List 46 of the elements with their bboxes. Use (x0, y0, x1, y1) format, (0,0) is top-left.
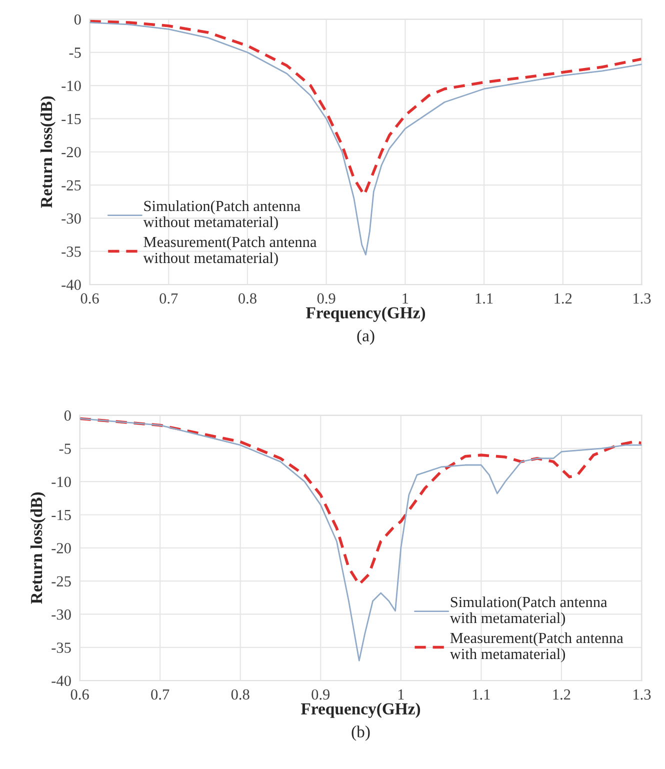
y-tick-label: -40 (52, 676, 71, 686)
y-tick-label: -15 (62, 114, 81, 124)
x-tick-label: 0.9 (312, 689, 330, 700)
x-tick-label: 1.3 (634, 689, 651, 700)
x-tick-label: 1 (402, 293, 408, 304)
y-axis-title: Return loss(dB) (30, 492, 46, 604)
y-tick-label: -30 (52, 609, 71, 620)
line-series (80, 418, 642, 662)
y-tick-label: -25 (62, 180, 81, 190)
text: (b) (352, 726, 370, 741)
line-series (80, 417, 642, 586)
x-tick-label: 0.9 (317, 293, 336, 304)
y-tick-label: -10 (52, 476, 71, 488)
x-tick-label: 0.6 (80, 293, 99, 304)
y-tick-label: -20 (62, 147, 81, 158)
x-tick-label: 0.6 (70, 689, 89, 700)
y-tick-label: -40 (62, 280, 81, 290)
legend-label: Measurement(Patch antenna with metamaterial) (450, 632, 624, 662)
legend-label: Measurement(Patch antenna without metamaterial) (143, 236, 317, 266)
y-tick-label: -25 (52, 576, 71, 587)
legend-label: Simulation(Patch antenna with metamaterial) (450, 596, 608, 626)
x-tick-label: 1.1 (476, 293, 493, 304)
y-tick-label: -35 (52, 642, 71, 653)
y-tick-label: -5 (69, 48, 81, 58)
x-axis-title: Frequency(GHz) (306, 306, 426, 322)
x-axis-title: Frequency(GHz) (301, 702, 420, 718)
y-tick-label: -30 (62, 213, 81, 224)
x-tick-label: 0.8 (231, 689, 250, 700)
legend-label: Simulation(Patch antenna without metamaterial) (143, 200, 300, 230)
y-tick-label: -15 (52, 510, 71, 520)
x-tick-label: 1.2 (553, 689, 570, 700)
x-tick-label: 1.2 (554, 293, 572, 304)
x-tick-label: 1 (398, 689, 404, 700)
x-tick-label: 1.3 (634, 293, 651, 304)
x-tick-label: 0.7 (151, 689, 170, 700)
y-tick-label: -10 (62, 80, 81, 91)
text: (a) (357, 330, 374, 345)
y-tick-label: 0 (64, 410, 71, 421)
y-tick-label: -35 (62, 246, 81, 257)
y-axis-title: Return loss(dB) (40, 96, 56, 208)
x-tick-label: 1.1 (472, 689, 490, 700)
y-tick-label: -5 (59, 444, 71, 454)
y-tick-label: 0 (74, 14, 81, 25)
x-tick-label: 0.7 (160, 293, 178, 304)
x-tick-label: 0.8 (238, 293, 256, 304)
y-tick-label: -20 (52, 543, 71, 554)
